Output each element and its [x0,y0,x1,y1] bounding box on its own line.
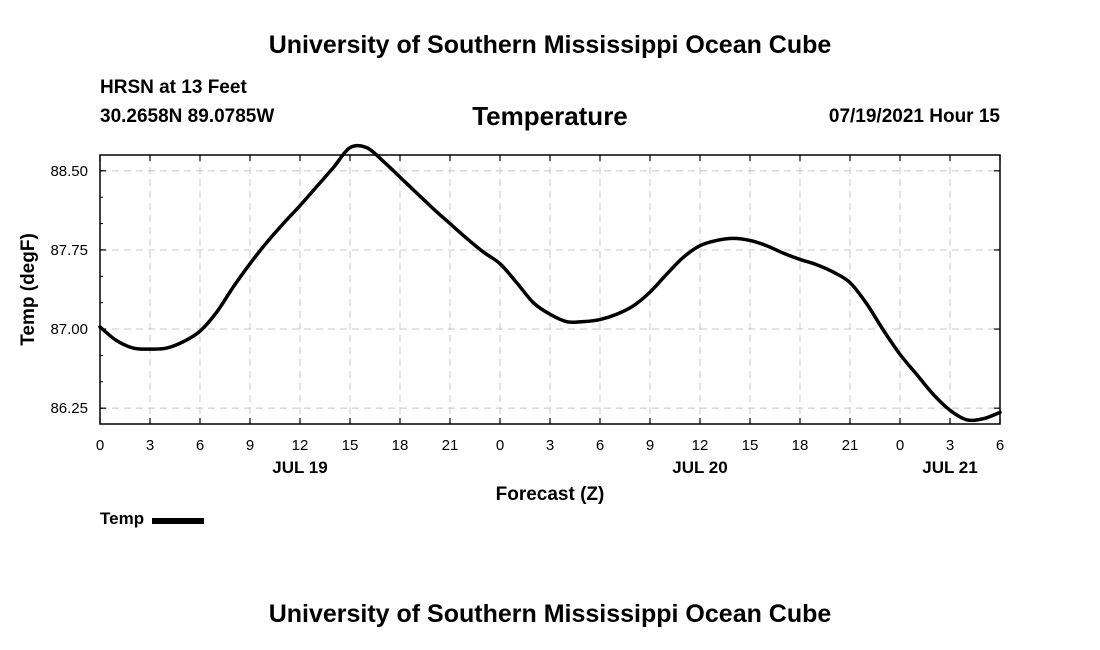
forecast-datetime: 07/19/2021 Hour 15 [828,106,1000,127]
x-tick-label: 21 [842,437,859,454]
station-coordinates: 30.2658N 89.0785W [100,106,275,127]
x-tick-label: 6 [596,437,604,454]
x-tick-label: 0 [496,437,504,454]
y-tick-label: 88.50 [50,163,88,180]
x-tick-label: 3 [546,437,554,454]
x-date-label: JUL 21 [922,458,977,477]
temp-series-line [98,143,1002,423]
x-tick-label: 9 [246,437,254,454]
footer-title: University of Southern Mississippi Ocean… [268,600,832,628]
x-axis-label: Forecast (Z) [496,484,605,505]
x-tick-label: 3 [946,437,954,454]
y-tick-label: 87.75 [50,242,88,259]
x-tick-label: 0 [96,437,104,454]
x-date-label: JUL 20 [672,458,727,477]
x-tick-label: 9 [646,437,654,454]
legend-label: Temp [100,509,145,528]
x-tick-label: 12 [292,437,309,454]
x-tick-label: 3 [146,437,154,454]
x-tick-label: 6 [996,437,1004,454]
x-tick-label: 6 [196,437,204,454]
y-axis-label: Temp (degF) [18,233,39,346]
axis-ticks: 0 3 6 9 12 15 18 21 0 3 6 9 12 15 18 21 0 3 6 JUL 19 JUL 20 J… [50,155,1004,477]
x-tick-label: 15 [342,437,359,454]
x-tick-label: 12 [692,437,709,454]
legend-line-swatch [152,517,205,524]
legend: Temp [100,509,205,529]
station-label: HRSN at 13 Feet [100,77,247,98]
variable-title: Temperature [472,101,628,131]
x-tick-label: 18 [792,437,809,454]
x-date-label: JUL 19 [272,458,327,477]
x-tick-label: 15 [742,437,759,454]
grid [100,155,1000,424]
x-tick-label: 21 [442,437,459,454]
x-tick-label: 18 [392,437,409,454]
y-tick-label: 86.25 [50,400,88,417]
chart-title: University of Southern Mississippi Ocean… [268,31,832,59]
y-tick-label: 87.00 [50,321,88,338]
x-tick-label: 0 [896,437,904,454]
